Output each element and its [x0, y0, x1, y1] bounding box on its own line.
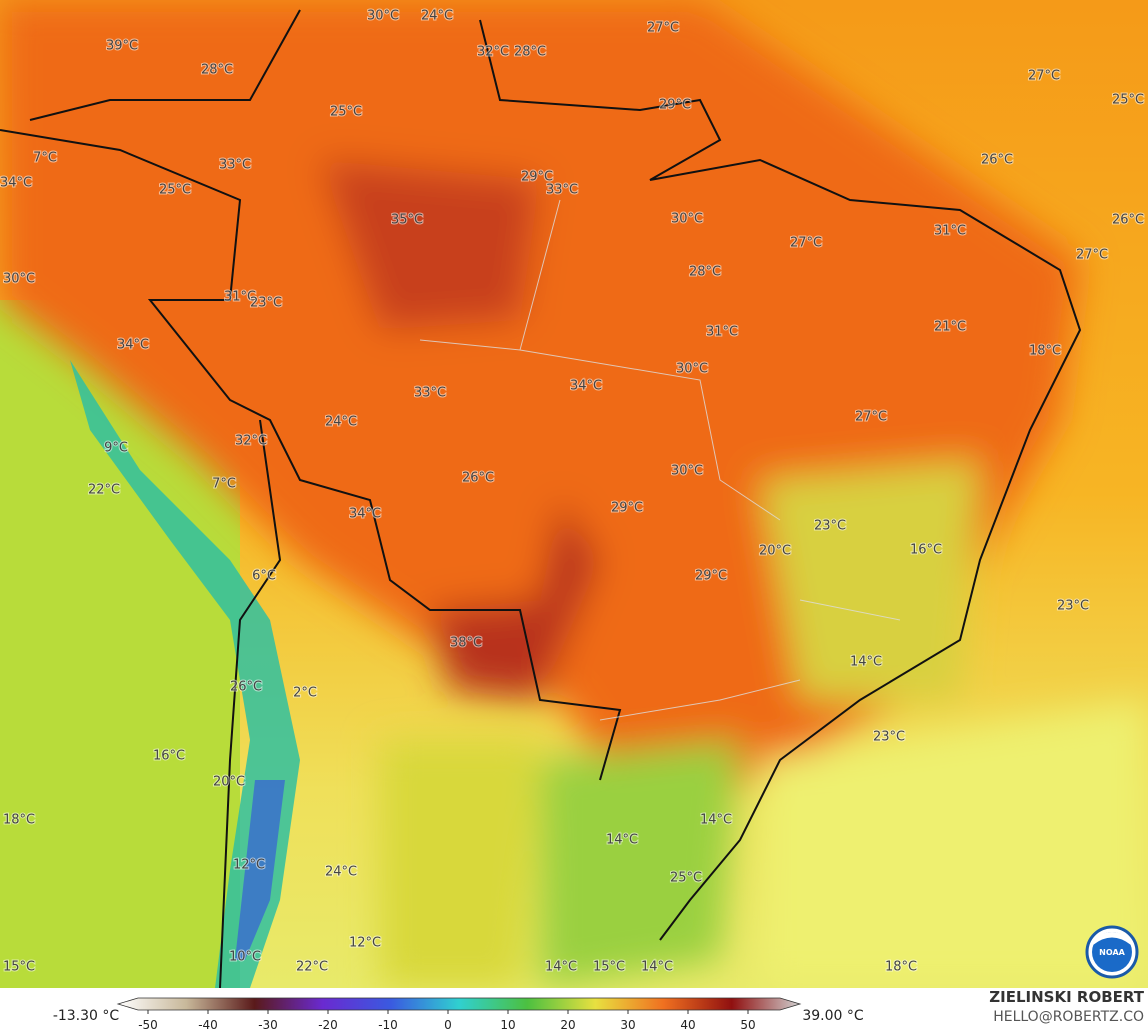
temperature-label: 15°C [3, 960, 35, 975]
temperature-label: 33°C [219, 158, 251, 173]
temperature-label: 24°C [421, 9, 453, 24]
temperature-label: 22°C [88, 483, 120, 498]
colorbar-tick-label: 10 [500, 1018, 515, 1032]
temperature-label: 21°C [934, 320, 966, 335]
temperature-label: 16°C [153, 749, 185, 764]
temperature-label: 29°C [695, 569, 727, 584]
temperature-label: 28°C [201, 63, 233, 78]
temperature-label: 34°C [570, 379, 602, 394]
temperature-label: 30°C [676, 362, 708, 377]
colorbar-tick-label: -10 [378, 1018, 398, 1032]
temperature-label: 25°C [670, 871, 702, 886]
colorbar-tick-label: -50 [138, 1018, 158, 1032]
temperature-label: 30°C [3, 272, 35, 287]
colorbar-tick-label: -30 [258, 1018, 278, 1032]
temperature-label: 12°C [349, 936, 381, 951]
temperature-label: 33°C [546, 183, 578, 198]
temperature-label: 28°C [514, 45, 546, 60]
noaa-logo: NOAA [1085, 925, 1139, 979]
temperature-label: 25°C [159, 183, 191, 198]
colorbar-tick-label: 50 [740, 1018, 755, 1032]
temperature-label: 27°C [647, 21, 679, 36]
temperature-label: 34°C [0, 176, 32, 191]
temperature-label: 12°C [233, 858, 265, 873]
email: HELLO@ROBERTZ.CO [993, 1009, 1144, 1025]
temperature-label: 31°C [224, 290, 256, 305]
footer [0, 988, 1148, 1035]
colorbar-tick-label: -40 [198, 1018, 218, 1032]
colorbar-tick-label: 0 [444, 1018, 452, 1032]
temperature-label: 20°C [759, 544, 791, 559]
temperature-label: 18°C [1029, 344, 1061, 359]
colorbar: -13.30 °C 39.00 °C -50 -40 -30 -20 -10 0 10 20 3… [53, 997, 864, 1032]
temperature-label: 25°C [330, 105, 362, 120]
colorbar-tick-label: 30 [620, 1018, 635, 1032]
temperature-label: 9°C [104, 441, 128, 456]
temperature-label: 23°C [250, 296, 282, 311]
temperature-label: 18°C [885, 960, 917, 975]
temperature-label: 10°C [229, 950, 261, 965]
temperature-label: 18°C [3, 813, 35, 828]
temperature-label: 30°C [367, 9, 399, 24]
temperature-label: 7°C [212, 477, 236, 492]
colorbar-tick-label: 20 [560, 1018, 575, 1032]
temperature-label: 7°C [33, 151, 57, 166]
temperature-label: 31°C [934, 224, 966, 239]
temperature-label: 23°C [814, 519, 846, 534]
temperature-label: 27°C [1076, 248, 1108, 263]
temperature-label: 14°C [641, 960, 673, 975]
temperature-label: 34°C [117, 338, 149, 353]
colorbar-min: -13.30 °C [53, 1008, 120, 1024]
temperature-label: 26°C [230, 680, 262, 695]
temperature-label: 27°C [855, 410, 887, 425]
temperature-label: 26°C [1112, 213, 1144, 228]
temperature-label: 34°C [349, 507, 381, 522]
temperature-label: 35°C [391, 213, 423, 228]
temperature-label: 22°C [296, 960, 328, 975]
temperature-label: 39°C [106, 39, 138, 54]
temperature-label: 30°C [671, 212, 703, 227]
temperature-label: 29°C [521, 170, 553, 185]
temperature-label: 14°C [606, 833, 638, 848]
temperature-label: 32°C [477, 45, 509, 60]
temperature-label: 29°C [611, 501, 643, 516]
temperature-label: 33°C [414, 386, 446, 401]
temperature-label: 2°C [293, 686, 317, 701]
temperature-label: 15°C [593, 960, 625, 975]
temperature-label: 24°C [325, 865, 357, 880]
temperature-label: 27°C [1028, 69, 1060, 84]
author: ZIELINSKI ROBERT [989, 988, 1144, 1006]
colorbar-max: 39.00 °C [802, 1008, 864, 1024]
temperature-labels: 30°C 24°C 27°C 39°C 32°C 28°C 28°C 27°C 25°C 29°C… [0, 8, 1145, 976]
colorbar-ramp [116, 997, 802, 1011]
temperature-label: 26°C [981, 153, 1013, 168]
temperature-label: 23°C [1057, 599, 1089, 614]
temperature-label: 14°C [850, 655, 882, 670]
temperature-label: 16°C [910, 543, 942, 558]
colorbar-tick-label: -20 [318, 1018, 338, 1032]
temperature-label: 28°C [689, 265, 721, 280]
temperature-label: 27°C [790, 236, 822, 251]
temperature-label: 25°C [1112, 93, 1144, 108]
map-background [0, 0, 1148, 989]
temperature-label: 24°C [325, 415, 357, 430]
temperature-label: 20°C [213, 775, 245, 790]
temperature-label: 6°C [252, 569, 276, 584]
temperature-label: 38°C [450, 636, 482, 651]
temperature-label: 32°C [235, 434, 267, 449]
logo-text: NOAA [1099, 948, 1125, 957]
temperature-label: 31°C [706, 325, 738, 340]
temperature-label: 14°C [700, 813, 732, 828]
colorbar-tick-label: 40 [680, 1018, 695, 1032]
temperature-label: 29°C [659, 98, 691, 113]
temperature-label: 26°C [462, 471, 494, 486]
temperature-label: 30°C [671, 464, 703, 479]
temperature-label: 23°C [873, 730, 905, 745]
temperature-label: 14°C [545, 960, 577, 975]
